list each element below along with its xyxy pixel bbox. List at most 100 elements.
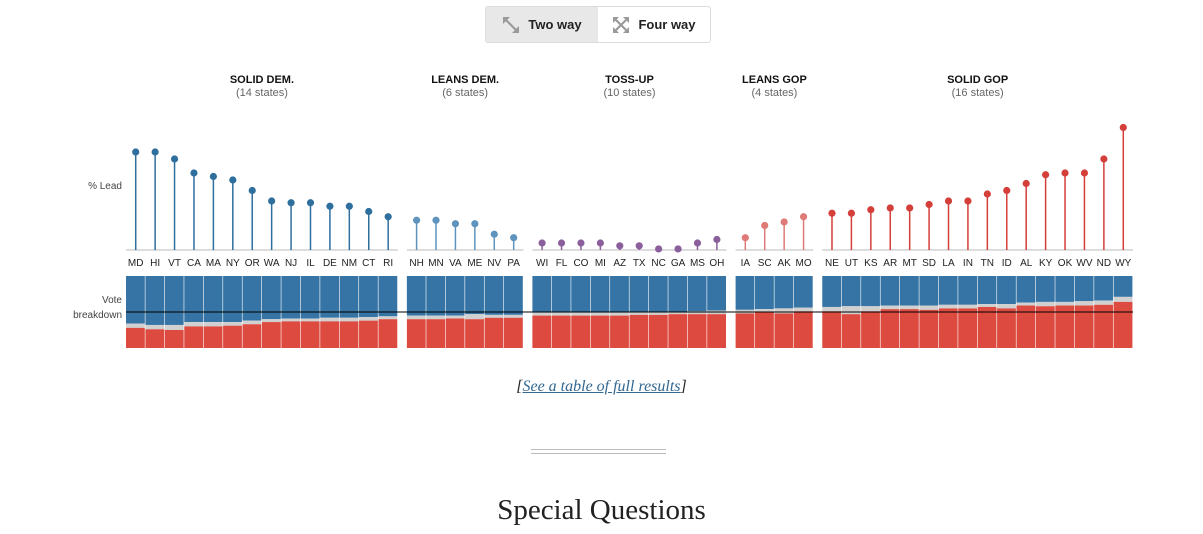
vote-bar-other — [242, 320, 262, 325]
vote-bar-other — [445, 315, 465, 319]
state-label: NC — [651, 258, 665, 269]
group-count: (10 states) — [604, 87, 656, 99]
vote-bar-dem — [359, 276, 378, 318]
full-results-link[interactable]: See a table of full results — [522, 378, 681, 395]
vote-bar-gop — [484, 317, 504, 348]
vote-bar-dem — [145, 276, 165, 325]
group-header: TOSS-UP — [605, 74, 654, 86]
expand-arrows-icon — [612, 16, 630, 34]
lead-dot — [1022, 179, 1030, 188]
vote-bar-other — [822, 306, 842, 312]
vote-bar-other — [164, 324, 184, 330]
lead-dot — [596, 239, 604, 247]
vote-bar-gop — [938, 308, 958, 348]
vote-bar-other — [997, 304, 1016, 309]
vote-bar-dem — [445, 276, 465, 316]
vote-bar-other — [1035, 301, 1055, 307]
vote-bar-gop — [465, 319, 484, 348]
state-label: DE — [323, 258, 337, 269]
vote-bar-gop — [445, 318, 465, 348]
vote-bar-dem — [687, 276, 707, 312]
lead-dot — [741, 234, 749, 242]
group-count: (14 states) — [236, 87, 288, 99]
vote-bar-dem — [484, 276, 504, 315]
vote-bar-gop — [426, 319, 446, 348]
state-label: CO — [573, 258, 588, 269]
lead-dot — [490, 230, 498, 238]
vote-bar-gop — [503, 317, 523, 348]
two-way-label: Two way — [528, 17, 582, 32]
vote-bar-gop — [610, 315, 629, 348]
vote-bar-gop — [590, 315, 610, 348]
lead-dot — [1100, 155, 1108, 163]
vote-bar-other — [1016, 302, 1036, 306]
vote-bar-other — [300, 318, 320, 322]
state-label: IN — [963, 258, 973, 269]
vote-breakdown-label-line2: breakdown — [73, 310, 122, 321]
vote-bar-gop — [687, 314, 707, 348]
state-label: WV — [1076, 258, 1092, 269]
state-label: MD — [128, 258, 144, 269]
state-label: AK — [777, 258, 791, 269]
vote-bar-gop — [977, 306, 997, 348]
vote-bar-gop — [184, 326, 204, 348]
vote-bar-gop — [378, 319, 398, 348]
vote-bar-other — [861, 306, 880, 312]
vote-bar-dem — [320, 276, 340, 318]
vote-bar-gop — [1074, 305, 1094, 348]
vote-bar-other — [1074, 301, 1094, 306]
vote-bar-other — [503, 314, 523, 318]
vote-bar-gop — [648, 314, 668, 348]
two-way-button[interactable]: Two way — [486, 7, 598, 42]
vote-bar-dem — [339, 276, 359, 318]
collapse-arrows-icon — [502, 16, 520, 34]
four-way-button[interactable]: Four way — [598, 7, 710, 42]
vote-bar-gop — [841, 314, 861, 348]
lead-dot — [209, 172, 217, 181]
vote-bar-dem — [1094, 276, 1113, 301]
vote-bar-gop — [899, 309, 919, 348]
vote-bar-gop — [406, 319, 426, 348]
state-label: VA — [449, 258, 462, 269]
state-label: IL — [306, 258, 315, 269]
lead-dot — [906, 204, 914, 212]
y-axis-label: % Lead — [88, 181, 122, 192]
vote-bar-dem — [629, 276, 649, 312]
lead-dot — [1042, 171, 1050, 179]
vote-bar-dem — [919, 276, 939, 306]
state-label: MA — [206, 258, 221, 269]
lead-dot — [886, 204, 894, 212]
vote-bar-dem — [300, 276, 320, 319]
vote-bar-other — [610, 312, 629, 316]
vote-bar-gop — [668, 314, 688, 348]
vote-bar-dem — [378, 276, 398, 317]
vote-bar-other — [648, 312, 668, 315]
vote-bar-gop — [919, 309, 939, 348]
vote-bar-other — [880, 305, 900, 310]
lead-dot — [268, 197, 276, 205]
vote-bar-gop — [203, 326, 223, 348]
lead-dot — [964, 197, 972, 205]
four-way-label: Four way — [638, 17, 696, 32]
vote-bar-gop — [735, 313, 755, 348]
vote-bar-other — [899, 305, 919, 310]
state-label: MT — [902, 258, 916, 269]
vote-bar-gop — [261, 322, 281, 348]
state-label: AL — [1020, 258, 1033, 269]
vote-breakdown-label-line1: Vote — [102, 295, 122, 306]
state-label: PA — [507, 258, 520, 269]
vote-bar-gop — [774, 313, 794, 348]
state-label: NJ — [285, 258, 297, 269]
lead-dot — [451, 220, 460, 228]
vote-bar-gop — [164, 330, 184, 348]
vote-bar-gop — [707, 314, 726, 348]
vote-bar-other — [958, 304, 978, 309]
vote-bar-dem — [1016, 276, 1036, 303]
vote-bar-gop — [320, 321, 340, 348]
state-label: SC — [758, 258, 772, 269]
lead-dot — [780, 218, 788, 226]
state-label: MS — [690, 258, 705, 269]
vote-bar-other — [1055, 301, 1075, 306]
vote-bar-other — [668, 312, 688, 315]
vote-bar-other — [426, 315, 446, 320]
